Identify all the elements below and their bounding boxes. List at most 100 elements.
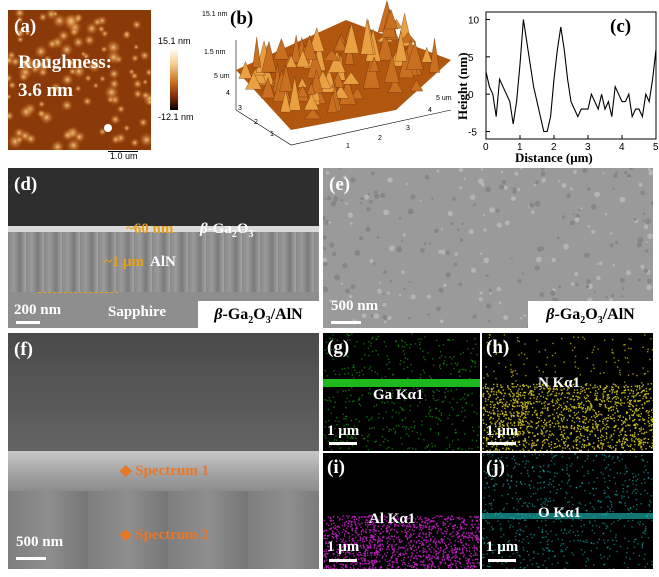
eds-signal-dot: [639, 493, 642, 495]
eds-signal-dot: [646, 400, 648, 403]
eds-signal-dot: [563, 442, 566, 444]
surface-grain: [456, 228, 460, 232]
eds-signal-dot: [404, 519, 406, 522]
eds-signal-dot: [377, 540, 380, 543]
eds-signal-dot: [547, 387, 549, 390]
eds-signal-dot: [409, 559, 412, 561]
eds-signal-dot: [350, 523, 352, 526]
surface-grain: [485, 274, 489, 278]
eds-signal-dot: [584, 541, 586, 543]
eds-signal-dot: [461, 552, 463, 554]
eds-signal-dot: [467, 559, 469, 562]
eds-signal-dot: [633, 546, 636, 548]
eds-signal-dot: [520, 483, 523, 486]
surface-grain: [349, 222, 353, 225]
eds-signal-dot: [568, 407, 570, 410]
eds-signal-dot: [510, 476, 513, 478]
eds-signal-dot: [369, 543, 371, 545]
eds-signal-dot: [563, 529, 566, 531]
eds-signal-dot: [438, 551, 440, 553]
eds-signal-dot: [619, 416, 621, 418]
eds-signal-dot: [530, 403, 533, 405]
eds-signal-dot: [575, 407, 578, 409]
eds-signal-dot: [435, 417, 437, 419]
eds-signal-dot: [551, 563, 553, 565]
eds-signal-dot: [471, 533, 473, 535]
eds-signal-dot: [583, 440, 585, 442]
eds-signal-dot: [652, 411, 653, 414]
eds-signal-dot: [376, 394, 378, 396]
eds-signal-dot: [337, 553, 339, 555]
eds-signal-dot: [541, 411, 543, 413]
eds-signal-dot: [611, 386, 614, 389]
eds-signal-dot: [507, 493, 509, 496]
afm-grain: [42, 54, 53, 64]
eds-signal-dot: [498, 389, 500, 392]
eds-signal-dot: [498, 426, 501, 428]
eds-signal-dot: [632, 420, 634, 422]
afm-grain: [91, 60, 99, 68]
eds-signal-dot: [509, 444, 511, 446]
eds-signal-dot: [375, 440, 377, 442]
eds-signal-dot: [466, 562, 468, 564]
eds-signal-dot: [330, 348, 333, 351]
eds-signal-dot: [485, 383, 487, 385]
eds-signal-dot: [614, 403, 617, 405]
eds-signal-dot: [343, 425, 345, 427]
eds-signal-dot: [587, 429, 589, 432]
eds-signal-dot: [501, 426, 503, 429]
surface-grain: [602, 171, 605, 175]
eds-signal-dot: [526, 535, 528, 538]
eds-signal-dot: [370, 534, 372, 536]
eds-signal-dot: [484, 487, 486, 489]
eds-signal-dot: [401, 340, 404, 343]
afm-grain: [18, 71, 29, 82]
eds-signal-dot: [547, 409, 549, 411]
eds-signal-dot: [451, 406, 453, 409]
eds-signal-dot: [439, 563, 442, 565]
eds-signal-dot: [419, 526, 421, 528]
eds-signal-dot: [587, 449, 590, 451]
eds-signal-dot: [632, 483, 634, 485]
eds-signal-dot: [527, 422, 529, 424]
eds-signal-dot: [409, 535, 411, 537]
eds-signal-dot: [424, 526, 426, 528]
eds-signal-dot: [523, 440, 526, 442]
eds-signal-dot: [530, 480, 532, 482]
surface-grain: [345, 288, 350, 294]
eds-signal-dot: [355, 527, 357, 530]
eds-signal-dot: [606, 511, 609, 513]
eds-signal-dot: [524, 437, 526, 440]
eds-signal-dot: [360, 526, 362, 528]
eds-signal-dot: [465, 369, 467, 371]
eds-signal-dot: [566, 532, 568, 535]
eds-signal-dot: [549, 481, 551, 484]
eds-signal-dot: [624, 431, 627, 433]
eds-signal-dot: [647, 438, 650, 441]
eds-signal-dot: [424, 564, 426, 566]
eds-signal-dot: [510, 414, 513, 417]
eds-signal-dot: [385, 411, 387, 413]
eds-signal-dot: [570, 425, 573, 427]
eds-signal-dot: [562, 414, 564, 417]
eds-signal-dot: [391, 556, 393, 558]
eds-signal-dot: [356, 553, 359, 556]
eds-signal-dot: [376, 554, 378, 556]
eds-signal-dot: [647, 420, 649, 422]
eds-signal-dot: [630, 389, 633, 392]
eds-signal-dot: [485, 423, 488, 426]
eds-signal-dot: [621, 495, 623, 497]
eds-signal-dot: [469, 532, 472, 535]
eds-signal-dot: [428, 532, 431, 534]
eds-signal-dot: [528, 484, 530, 486]
surface-peak: [429, 38, 440, 73]
eds-signal-dot: [644, 431, 646, 434]
eds-signal-dot: [350, 568, 352, 569]
eds-signal-dot: [343, 417, 345, 420]
eds-signal-dot: [633, 505, 635, 508]
eds-signal-dot: [382, 536, 384, 539]
eds-signal-dot: [537, 439, 539, 441]
eds-signal-dot: [325, 542, 327, 545]
eds-signal-dot: [591, 431, 593, 433]
eds-signal-dot: [575, 440, 577, 442]
